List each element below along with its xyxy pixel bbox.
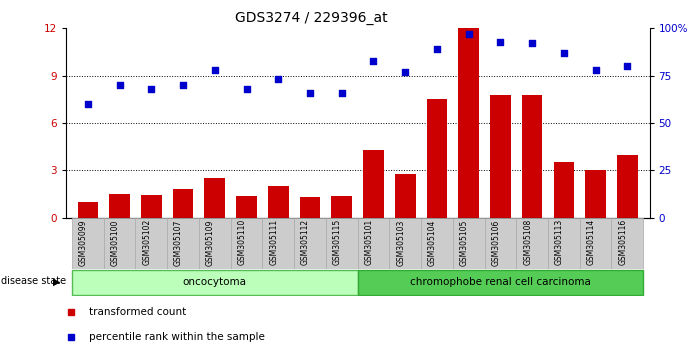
Point — [463, 31, 474, 37]
Point — [241, 86, 252, 92]
Text: GSM305115: GSM305115 — [333, 219, 342, 266]
Text: GSM305112: GSM305112 — [301, 219, 310, 266]
Bar — [72, 270, 358, 295]
Text: GSM305105: GSM305105 — [460, 219, 468, 266]
Point — [82, 101, 93, 107]
Bar — [358, 218, 389, 269]
Bar — [294, 218, 326, 269]
Text: GSM305101: GSM305101 — [364, 219, 373, 266]
Bar — [199, 218, 231, 269]
Point — [114, 82, 125, 88]
Bar — [77, 202, 98, 218]
Text: GSM305103: GSM305103 — [396, 219, 405, 266]
Bar — [458, 28, 479, 218]
Point — [622, 63, 633, 69]
Bar — [141, 195, 162, 218]
Text: GSM305099: GSM305099 — [79, 219, 88, 266]
Bar — [484, 218, 516, 269]
Bar — [548, 218, 580, 269]
Bar — [104, 218, 135, 269]
Point — [305, 90, 316, 96]
Point — [558, 50, 569, 56]
Bar — [173, 189, 193, 218]
Bar — [332, 196, 352, 218]
Bar — [585, 170, 606, 218]
Text: GSM305100: GSM305100 — [111, 219, 120, 266]
Bar — [395, 174, 415, 218]
Text: transformed count: transformed count — [89, 307, 187, 316]
Title: GDS3274 / 229396_at: GDS3274 / 229396_at — [234, 11, 387, 24]
Text: GSM305110: GSM305110 — [238, 219, 247, 266]
Bar — [109, 194, 130, 218]
Bar — [553, 162, 574, 218]
Bar — [363, 150, 384, 218]
Point — [368, 58, 379, 63]
Point — [399, 69, 410, 75]
Point — [209, 67, 220, 73]
Text: GSM305102: GSM305102 — [142, 219, 151, 266]
Bar — [135, 218, 167, 269]
Text: oncocytoma: oncocytoma — [183, 277, 247, 287]
Bar — [326, 218, 358, 269]
Text: GSM305106: GSM305106 — [491, 219, 500, 266]
Point — [527, 41, 538, 46]
Bar — [268, 186, 289, 218]
Bar — [490, 95, 511, 218]
Text: disease state: disease state — [1, 276, 66, 286]
Text: GSM305104: GSM305104 — [428, 219, 437, 266]
Text: GSM305108: GSM305108 — [523, 219, 532, 266]
Bar — [300, 197, 321, 218]
Bar — [617, 155, 638, 218]
Bar — [421, 218, 453, 269]
Bar — [205, 178, 225, 218]
Point — [178, 82, 189, 88]
Bar — [231, 218, 263, 269]
Text: GSM305111: GSM305111 — [269, 219, 278, 266]
Text: GSM305116: GSM305116 — [618, 219, 627, 266]
Point — [337, 90, 348, 96]
Bar — [580, 218, 612, 269]
Point — [273, 76, 284, 82]
Bar — [453, 218, 484, 269]
Bar — [426, 99, 447, 218]
Text: GSM305114: GSM305114 — [587, 219, 596, 266]
Text: percentile rank within the sample: percentile rank within the sample — [89, 332, 265, 342]
Text: GSM305109: GSM305109 — [206, 219, 215, 266]
Bar — [358, 270, 643, 295]
Bar — [167, 218, 199, 269]
Point — [495, 39, 506, 44]
Bar — [236, 196, 257, 218]
Bar — [389, 218, 421, 269]
Point — [590, 67, 601, 73]
Bar — [612, 218, 643, 269]
Point — [431, 46, 442, 52]
Point — [146, 86, 157, 92]
Bar — [516, 218, 548, 269]
Bar — [522, 95, 542, 218]
Text: ▶: ▶ — [53, 276, 61, 286]
Bar — [263, 218, 294, 269]
Bar — [72, 218, 104, 269]
Text: chromophobe renal cell carcinoma: chromophobe renal cell carcinoma — [410, 277, 591, 287]
Text: GSM305107: GSM305107 — [174, 219, 183, 266]
Text: GSM305113: GSM305113 — [555, 219, 564, 266]
